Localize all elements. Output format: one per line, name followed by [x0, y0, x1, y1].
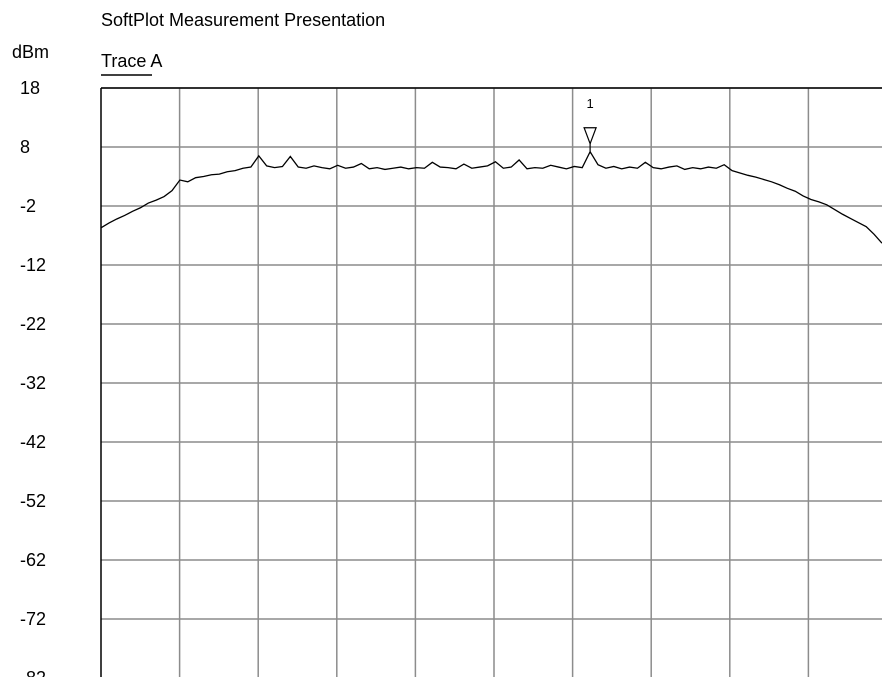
y-tick-label: 8: [20, 137, 30, 157]
y-tick-label: -62: [20, 550, 46, 570]
legend-label: Trace A: [101, 51, 162, 71]
y-tick-label: -52: [20, 491, 46, 511]
y-tick-label: -32: [20, 373, 46, 393]
y-tick-label: -12: [20, 255, 46, 275]
y-tick-label: -82: [20, 668, 46, 677]
y-tick-label: -2: [20, 196, 36, 216]
y-tick-label: -42: [20, 432, 46, 452]
y-tick-label: -72: [20, 609, 46, 629]
y-tick-label: 18: [20, 78, 40, 98]
trace-line: [100, 150, 882, 244]
marker-triangle: [583, 127, 597, 146]
marker-label: 1: [586, 96, 593, 111]
y-axis-label: dBm: [12, 42, 49, 62]
chart-title: SoftPlot Measurement Presentation: [101, 10, 385, 30]
y-tick-label: -22: [20, 314, 46, 334]
